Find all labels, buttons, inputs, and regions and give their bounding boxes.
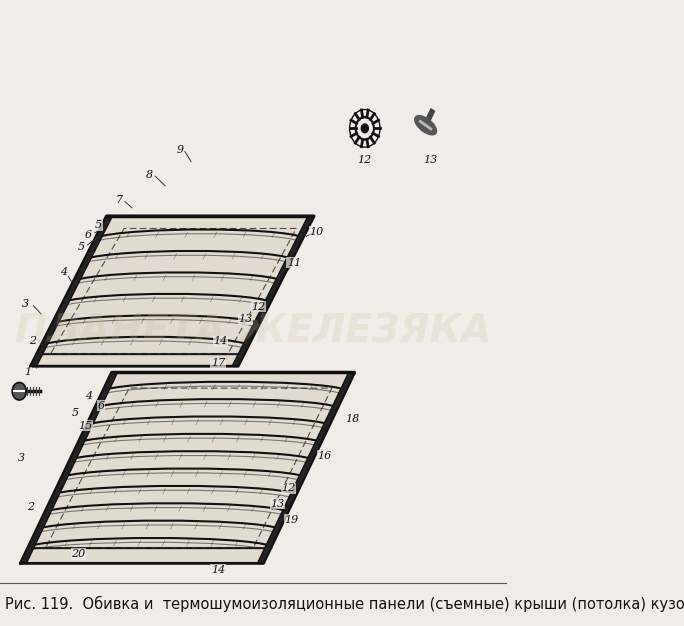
- Text: 17: 17: [211, 358, 225, 368]
- Text: 6: 6: [98, 401, 105, 411]
- Text: 3: 3: [22, 299, 29, 309]
- Text: 4: 4: [85, 391, 92, 401]
- Text: 1: 1: [25, 367, 31, 377]
- Circle shape: [361, 124, 369, 133]
- Text: 15: 15: [78, 421, 92, 431]
- Ellipse shape: [415, 116, 436, 135]
- Text: 7: 7: [116, 195, 122, 205]
- Text: 2: 2: [29, 336, 36, 346]
- Text: ПЛАНЕТА ЖЕЛЕЗЯКА: ПЛАНЕТА ЖЕЛЕЗЯКА: [15, 313, 492, 351]
- Text: 5: 5: [95, 220, 103, 230]
- Text: 12: 12: [282, 483, 296, 493]
- Polygon shape: [30, 216, 314, 366]
- Text: 20: 20: [71, 549, 86, 559]
- Text: 14: 14: [213, 336, 228, 346]
- Text: 3: 3: [18, 453, 25, 463]
- Text: 5: 5: [77, 242, 85, 252]
- Text: 11: 11: [287, 258, 301, 268]
- Polygon shape: [21, 372, 118, 563]
- Polygon shape: [232, 216, 314, 366]
- Text: 13: 13: [271, 499, 285, 509]
- Text: 5: 5: [71, 408, 79, 418]
- Polygon shape: [21, 372, 355, 563]
- Polygon shape: [30, 216, 112, 366]
- Text: 4: 4: [60, 267, 67, 277]
- Text: 12: 12: [358, 155, 372, 165]
- Text: 8: 8: [146, 170, 153, 180]
- Text: 6: 6: [85, 230, 92, 240]
- Text: 10: 10: [310, 227, 324, 237]
- Text: 18: 18: [345, 414, 359, 424]
- Text: Рис. 119.  Обивка и  термошумоизоляционные панели (съемные) крыши (потолка) кузо: Рис. 119. Обивка и термошумоизоляционные…: [5, 596, 684, 612]
- Text: 9: 9: [176, 145, 183, 155]
- Text: 2: 2: [27, 502, 34, 512]
- Text: 13: 13: [423, 155, 438, 165]
- Text: 16: 16: [317, 451, 331, 461]
- Text: 14: 14: [211, 565, 225, 575]
- Ellipse shape: [12, 382, 27, 400]
- Text: 12: 12: [251, 302, 265, 312]
- FancyArrow shape: [424, 109, 434, 126]
- Text: 19: 19: [285, 515, 298, 525]
- Polygon shape: [257, 372, 355, 563]
- Text: 13: 13: [239, 314, 253, 324]
